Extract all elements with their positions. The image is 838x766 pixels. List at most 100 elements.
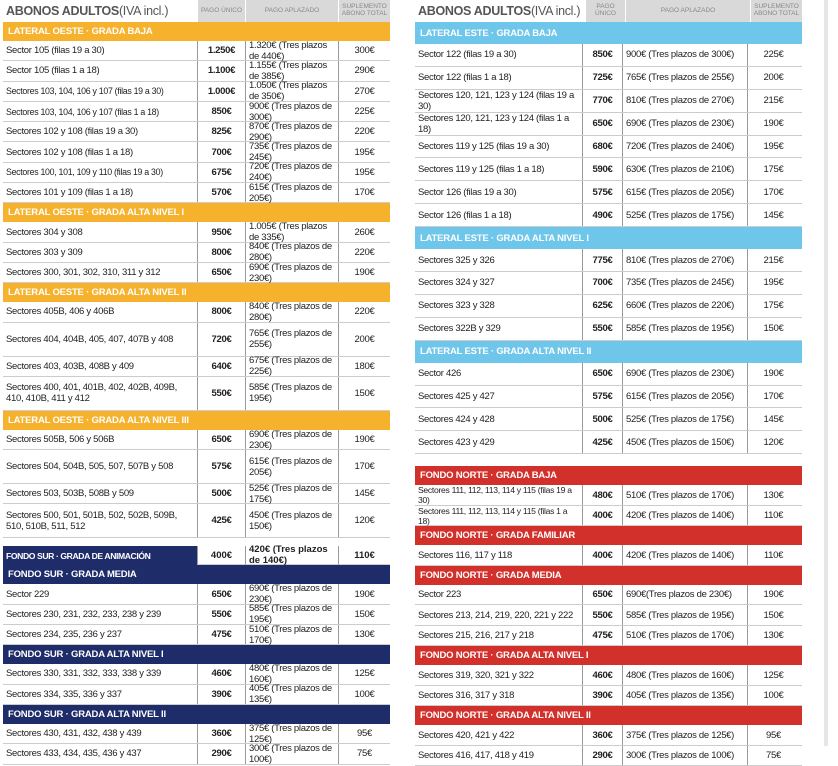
price-suplemento: 195€: [338, 142, 390, 162]
price-aplazado: 615€ (Tres plazos de 205€): [245, 182, 338, 204]
price-suplemento: 145€: [747, 408, 799, 431]
price-suplemento: 75€: [747, 745, 799, 766]
sector-name: Sectores 420, 421 y 422: [418, 729, 515, 741]
section-header: FONDO SUR · GRADA MEDIA: [3, 565, 390, 585]
price-suplemento: 190€: [338, 429, 390, 450]
price-aplazado: 615€ (Tres plazos de 205€): [622, 181, 747, 204]
title-main: ABONOS ADULTOS: [6, 4, 119, 18]
price-unico: 575€: [582, 385, 622, 408]
price-aplazado: 675€ (Tres plazos de 225€): [245, 355, 338, 377]
sector-name: Sectores 424 y 428: [418, 413, 495, 425]
table-row: Sectores 103, 104, 106 y 107 (filas 19 a…: [3, 80, 390, 102]
table-row: Sectores 213, 214, 219, 220, 221 y 222 55…: [415, 605, 802, 626]
table-row: Sectores 403, 403B, 408B y 409 640€ 675€ (…: [3, 355, 390, 377]
table-row: Sectores 504, 504B, 505, 507, 507B y 508…: [3, 450, 390, 485]
price-aplazado: 810€ (Tres plazos de 270€): [622, 249, 747, 272]
price-unico: 650€: [197, 429, 245, 450]
price-aplazado: 525€ (Tres plazos de 175€): [622, 408, 747, 431]
price-aplazado: 375€ (Tres plazos de 125€): [622, 725, 747, 745]
price-suplemento: 270€: [338, 81, 390, 101]
price-aplazado: 810€ (Tres plazos de 270€): [622, 89, 747, 112]
price-suplemento: 220€: [338, 122, 390, 142]
column-header-suplemento: SUPLEMENTO ABONO TOTAL: [751, 0, 802, 22]
price-suplemento: 190€: [747, 112, 799, 135]
sector-name: Sectores 505B, 506 y 506B: [6, 434, 115, 445]
price-aplazado: 585€ (Tres plazos de 195€): [245, 603, 338, 625]
sector-name: Sectores 416, 417, 418 y 419: [418, 750, 534, 761]
price-aplazado: 720€ (Tres plazos de 240€): [245, 161, 338, 183]
price-suplemento: 215€: [747, 89, 799, 112]
price-unico: 800€: [197, 302, 245, 322]
price-suplemento: 120€: [747, 431, 799, 454]
price-suplemento: 220€: [338, 242, 390, 262]
price-unico: 640€: [197, 356, 245, 376]
price-aplazado: 690€(Tres plazos de 230€): [622, 584, 747, 605]
price-suplemento: 190€: [338, 584, 390, 604]
price-aplazado: 840€ (Tres plazos de 280€): [245, 301, 338, 323]
sector-name: Sector 223: [418, 589, 461, 600]
table-row: Sectores 405B, 406 y 406B 800€ 840€ (Tres …: [3, 301, 390, 323]
sector-name: Sectores 300, 301, 302, 310, 311 y 312: [6, 267, 161, 279]
price-unico: 825€: [197, 122, 245, 142]
price-suplemento: 110€: [747, 545, 799, 565]
price-suplemento: 110€: [747, 505, 799, 526]
table-row: Sectores 120, 121, 123 y 124 (filas 1 a …: [415, 113, 802, 136]
sector-name: Sectores 304 y 308: [6, 226, 83, 238]
price-aplazado: 840€ (Tres plazos de 280€): [245, 241, 338, 263]
price-aplazado: 405€ (Tres plazos de 135€): [245, 683, 338, 705]
table-row: Sectores 505B, 506 y 506B 650€ 690€ (Tres …: [3, 429, 390, 451]
price-aplazado: 405€ (Tres plazos de 135€): [622, 685, 747, 706]
sector-name: Sectores 103, 104, 106 y 107 (filas 19 a…: [6, 86, 164, 97]
sector-name: Sectores 303 y 309: [6, 246, 83, 258]
price-unico: 675€: [197, 162, 245, 183]
sector-name: Sector 426: [418, 368, 461, 380]
price-aplazado: 300€ (Tres plazos de 100€): [622, 745, 747, 766]
table-row: Sector 126 (filas 1 a 18) 490€ 525€ (Tres …: [415, 204, 802, 228]
price-aplazado: 450€ (Tres plazos de 150€): [245, 504, 338, 538]
table-row: Sectores 319, 320, 321 y 322 460€ 480€ (Tr…: [415, 665, 802, 686]
price-aplazado: 585€ (Tres plazos de 195€): [622, 605, 747, 625]
price-unico: 290€: [582, 745, 622, 766]
table-row: Sectores 325 y 326 775€ 810€ (Tres plazos …: [415, 249, 802, 273]
section-header: LATERAL ESTE · GRADA ALTA NIVEL II: [415, 340, 802, 363]
price-unico: 575€: [197, 450, 245, 484]
sector-name: Sectores 111, 112, 113, 114 y 115 (filas…: [418, 505, 568, 526]
scrollbar[interactable]: [824, 0, 828, 746]
price-aplazado: 450€ (Tres plazos de 150€): [622, 431, 747, 454]
price-unico: 475€: [582, 625, 622, 646]
price-unico: 725€: [582, 66, 622, 89]
price-suplemento: 195€: [338, 162, 390, 183]
price-aplazado: 420€ (Tres plazos de 140€): [622, 505, 747, 526]
price-suplemento: 300€: [338, 41, 390, 61]
section-header: FONDO NORTE · GRADA ALTA NIVEL II: [415, 706, 802, 726]
price-aplazado: 735€ (Tres plazos de 245€): [622, 272, 747, 294]
sector-name: Sectores 120, 121, 123 y 124 (filas 1 a …: [418, 112, 569, 135]
sector-name: Sector 126 (filas 19 a 30): [418, 186, 517, 198]
sector-name: Sectores 102 y 108 (filas 19 a 30): [6, 126, 138, 138]
sector-name: Sectores 100, 101, 109 y 110 (filas 19 a…: [6, 167, 163, 178]
table-row: Sectores 119 y 125 (filas 1 a 18) 590€ 630…: [415, 158, 802, 182]
price-aplazado: 765€ (Tres plazos de 255€): [245, 322, 338, 356]
section-gap: [415, 454, 802, 466]
table-row: Sectores 400, 401, 401B, 402, 402B, 409B…: [3, 376, 390, 411]
sector-name: Sectores 322B y 329: [418, 323, 501, 335]
section-header: FONDO NORTE · GRADA MEDIA: [415, 565, 802, 585]
price-unico: 1.000€: [197, 81, 245, 101]
table-row: Sectores 322B y 329 550€ 585€ (Tres plazos…: [415, 317, 802, 341]
price-unico: 650€: [197, 584, 245, 604]
price-suplemento: 290€: [338, 61, 390, 81]
price-suplemento: 170€: [747, 385, 799, 408]
price-aplazado: 375€ (Tres plazos de 125€): [245, 723, 338, 745]
sector-name: Sectores 230, 231, 232, 233, 238 y 239: [6, 608, 161, 620]
table-row: Sector 126 (filas 19 a 30) 575€ 615€ (Tres…: [415, 181, 802, 205]
table-row: Sectores 433, 434, 435, 436 y 437 290€ 300…: [3, 743, 390, 765]
price-suplemento: 175€: [747, 158, 799, 181]
price-unico: 460€: [582, 665, 622, 685]
table-row: Sectores 304 y 308 950€ 1.005€ (Tres plazo…: [3, 221, 390, 243]
price-suplemento: 100€: [338, 684, 390, 704]
price-unico: 650€: [582, 584, 622, 605]
price-unico: 850€: [582, 44, 622, 66]
price-unico: 390€: [582, 685, 622, 706]
price-suplemento: 130€: [338, 625, 390, 645]
section-header: FONDO SUR · GRADA ALTA NIVEL II: [3, 704, 390, 724]
